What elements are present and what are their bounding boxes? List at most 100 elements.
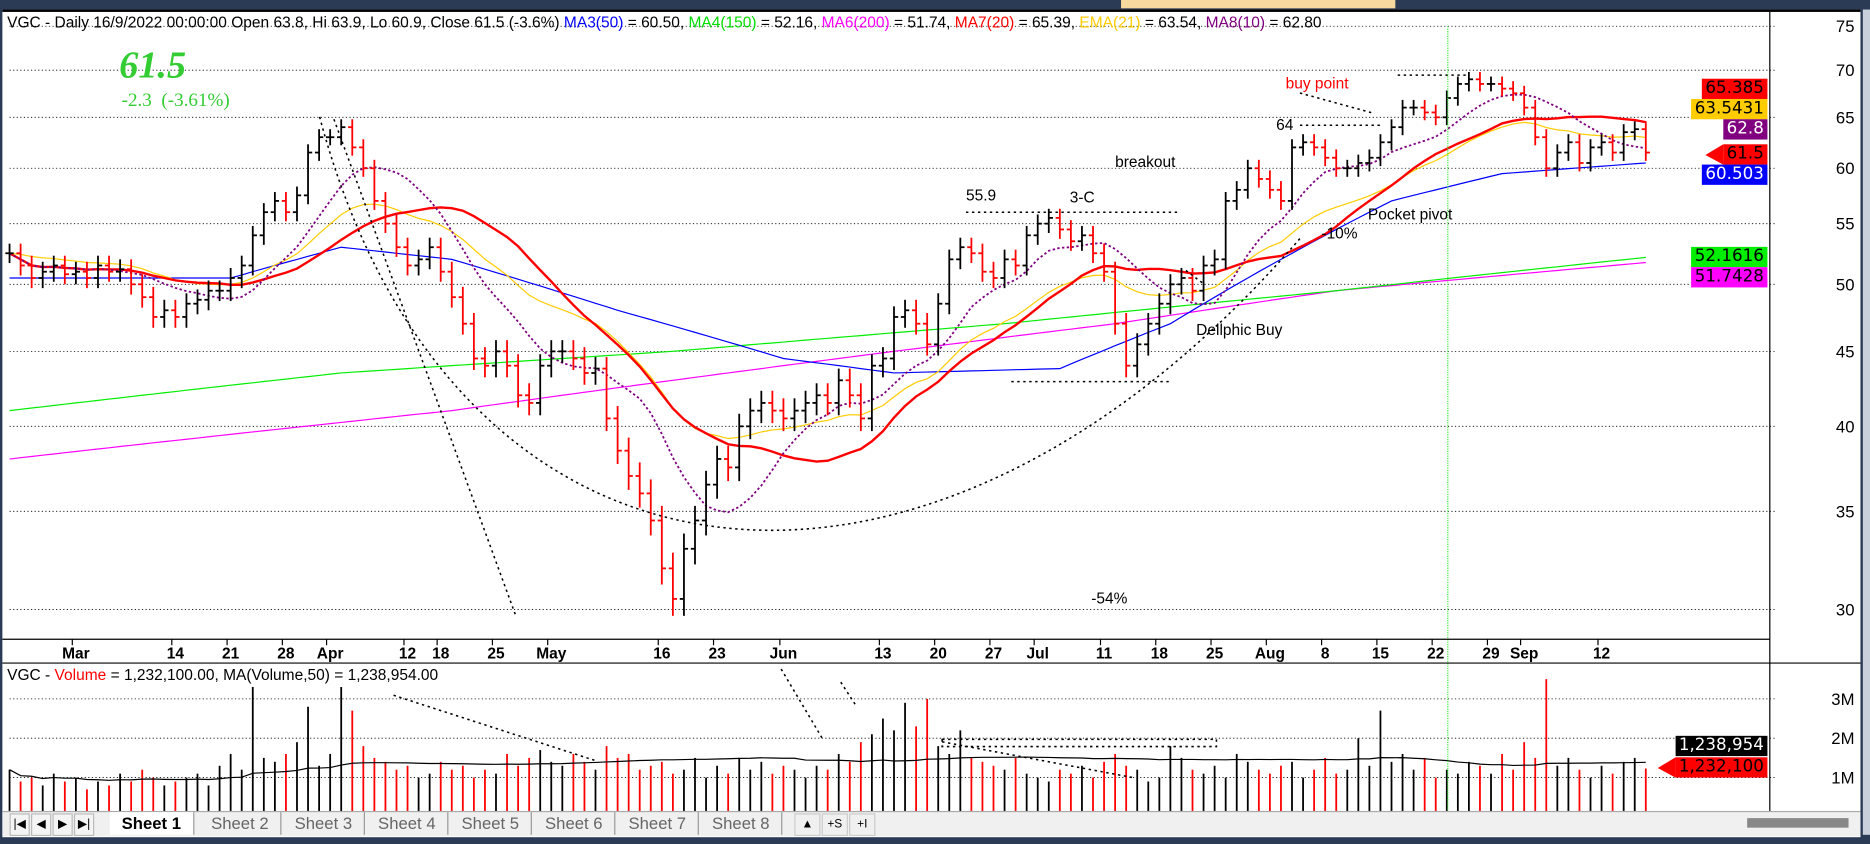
tab-sheet-2[interactable]: Sheet 2 — [199, 812, 282, 835]
ohlc-bar — [314, 129, 324, 161]
price-tick-label: 50 — [1836, 275, 1855, 294]
price-tick-label: 35 — [1836, 502, 1855, 521]
volume-arrow-1 — [780, 668, 824, 740]
ohlc-bar — [1464, 71, 1474, 92]
date-tick-label: May — [536, 645, 567, 662]
ohlc-bar — [768, 390, 777, 424]
tab-sheet-6[interactable]: Sheet 6 — [533, 812, 616, 835]
ohlc-bar — [1398, 99, 1407, 136]
ohlc-bar — [237, 255, 246, 289]
date-tick-label: Jul — [1027, 645, 1049, 662]
ohlc-bar — [1177, 267, 1186, 295]
ohlc-bar — [779, 398, 788, 432]
tab-sheet-3[interactable]: Sheet 3 — [283, 812, 366, 835]
ohlc-bar — [1332, 149, 1341, 177]
date-tick-label: 25 — [1206, 645, 1224, 662]
ohlc-bar — [1453, 76, 1463, 106]
price-tick-label: 75 — [1836, 17, 1855, 36]
tab-sheet-8[interactable]: Sheet 8 — [700, 812, 783, 835]
ohlc-bar — [1254, 159, 1264, 188]
next-sheet-button[interactable]: ▶ — [52, 813, 73, 837]
date-tick-label: Sep — [1510, 645, 1538, 662]
volume-arrow-2 — [840, 681, 857, 707]
annotation-64: 64 — [1276, 115, 1294, 134]
horizontal-scrollbar-thumb[interactable] — [1747, 818, 1849, 828]
ohlc-bar — [801, 390, 810, 424]
prev-sheet-button[interactable]: ◀ — [31, 813, 52, 837]
delphic-arrow — [1182, 267, 1203, 284]
annotation-pocket-pivot: Pocket pivot — [1367, 205, 1453, 224]
ohlc-bar — [1000, 249, 1009, 289]
first-sheet-button[interactable]: |◀ — [9, 813, 30, 837]
chart-frame — [2, 9, 1861, 838]
ohlc-bar — [1354, 154, 1363, 177]
last-sheet-button[interactable]: ▶| — [73, 813, 95, 837]
date-tick-label: 28 — [277, 645, 295, 662]
ohlc-bar — [115, 259, 125, 282]
ohlc-bar — [613, 405, 622, 465]
sync-s-button[interactable]: +S — [821, 813, 848, 837]
volume-trend-line — [393, 694, 597, 762]
side-panel — [1862, 9, 1870, 835]
ohlc-bar — [491, 340, 501, 378]
lock-button[interactable]: ▲ — [794, 813, 821, 837]
ohlc-bar — [1409, 99, 1418, 116]
ohlc-bar — [182, 293, 191, 328]
ma7-value: = 65.39, — [1014, 13, 1080, 32]
ohlc-bar — [193, 289, 202, 315]
ma3-price-tag: 60.503 — [1701, 164, 1768, 185]
tab-sheet-7[interactable]: Sheet 7 — [617, 812, 700, 835]
ohlc-bar — [513, 354, 523, 408]
ohlc-bar — [303, 144, 313, 205]
ohlc-bar — [757, 390, 766, 424]
ohlc-bar — [1232, 181, 1241, 210]
ohlc-bar — [436, 237, 445, 282]
ohlc-bar — [823, 383, 832, 416]
close-pointer-icon — [1705, 144, 1724, 165]
ohlc-bar — [1188, 267, 1197, 302]
tab-sheet-4[interactable]: Sheet 4 — [366, 812, 449, 835]
ema-label: EMA(21) — [1079, 13, 1141, 32]
tab-sheet-5[interactable]: Sheet 5 — [450, 812, 533, 835]
annotation-breakout: breakout — [1115, 152, 1176, 171]
ohlc-bar — [690, 505, 700, 565]
ohlc-readout: VGC - Daily 16/9/2022 00:00:00 Open 63.8… — [7, 13, 560, 32]
ohlc-bar — [524, 383, 534, 416]
ohlc-bar — [325, 129, 335, 146]
ma4-price-tag: 52.1616 — [1691, 246, 1768, 268]
sheet-tab-bar: |◀ ◀ ▶ ▶| Sheet 1 Sheet 2 Sheet 3 Sheet … — [2, 810, 1861, 837]
ohlc-bar — [646, 479, 655, 536]
annotation-3c: 3-C — [1069, 188, 1095, 207]
annotation-minus54: -54% — [1091, 589, 1128, 608]
ohlc-bar — [1630, 121, 1639, 141]
date-tick-label: 16 — [653, 645, 671, 662]
ohlc-bar — [1553, 144, 1562, 177]
ohlc-bar — [679, 533, 689, 616]
ohlc-bar — [71, 261, 81, 285]
date-tick-label: Apr — [317, 645, 344, 662]
ohlc-bar — [911, 299, 921, 335]
date-tick-label: 12 — [399, 645, 416, 662]
annotation-delphic: Dellphic Buy — [1196, 320, 1283, 339]
ohlc-bar — [1542, 129, 1551, 177]
price-tick-label: 60 — [1836, 159, 1855, 178]
sync-i-button[interactable]: +I — [849, 813, 876, 837]
price-tick-label: 55 — [1836, 215, 1855, 234]
ohlc-bar — [403, 237, 412, 276]
close-price-tag: 61.5 — [1723, 144, 1768, 165]
price-change: -2.3 (-3.61%) — [121, 90, 230, 111]
ohlc-bar — [1110, 261, 1120, 335]
annotation-buy-point: buy point — [1285, 73, 1349, 92]
price-tick-label: 40 — [1836, 417, 1855, 436]
price-tick-label: 70 — [1836, 61, 1855, 80]
volume-ma-tag: 1,238,954 — [1675, 735, 1768, 757]
tab-sheet-1[interactable]: Sheet 1 — [109, 812, 195, 835]
date-tick-label: Jun — [770, 645, 798, 662]
ohlc-bar — [657, 505, 667, 585]
ma8-value: = 62.80 — [1265, 13, 1322, 32]
ohlc-bar — [1077, 225, 1087, 251]
ohlc-bar — [16, 243, 25, 276]
volume-tick-label: 2M — [1831, 729, 1854, 748]
ohlc-bar — [1276, 181, 1286, 210]
